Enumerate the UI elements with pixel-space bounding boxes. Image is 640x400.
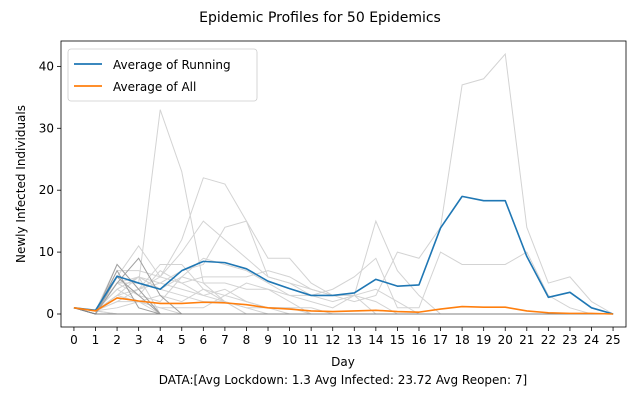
x-tick-label: 3	[135, 333, 143, 347]
legend-box	[67, 48, 258, 102]
x-tick-label: 8	[243, 333, 251, 347]
x-tick-label: 5	[178, 333, 186, 347]
average-lines	[73, 195, 614, 315]
x-tick-label: 7	[221, 333, 229, 347]
y-tick-label: 40	[39, 59, 54, 73]
data-summary-footer: DATA:[Avg Lockdown: 1.3 Avg Infected: 23…	[159, 373, 527, 387]
y-tick-label: 30	[39, 121, 54, 135]
x-tick-label: 9	[264, 333, 272, 347]
y-tick-label: 10	[39, 245, 54, 259]
legend-label-average-of-running: Average of Running	[113, 58, 231, 72]
x-tick-label: 1	[92, 333, 100, 347]
x-tick-label: 18	[454, 333, 469, 347]
x-axis-label: Day	[331, 355, 355, 369]
x-tick-label: 10	[282, 333, 297, 347]
y-axis-ticks: 0 10 20 30 40	[39, 59, 61, 321]
x-tick-label: 2	[113, 333, 121, 347]
x-tick-label: 12	[325, 333, 340, 347]
background-epidemic-lines	[73, 52, 614, 315]
x-tick-label: 4	[156, 333, 164, 347]
x-tick-label: 14	[368, 333, 383, 347]
y-tick-label: 0	[46, 307, 54, 321]
background-line-23	[73, 307, 614, 315]
x-tick-label: 19	[476, 333, 491, 347]
x-tick-label: 21	[519, 333, 534, 347]
x-tick-label: 25	[605, 333, 620, 347]
x-tick-label: 13	[347, 333, 362, 347]
background-line-4	[73, 52, 614, 315]
legend: Average of Running Average of All	[67, 48, 258, 102]
x-axis-ticks: 0 1 2 3 4 5 6 7 8 9 10 11 12 13 14 15 16 17 18 19 20 21 22 23 24…	[70, 327, 621, 347]
series-line-average-of-all	[73, 297, 614, 315]
x-tick-label: 6	[200, 333, 208, 347]
x-tick-label: 24	[584, 333, 599, 347]
series-line-average-of-running	[73, 195, 614, 315]
y-axis-label: Newly Infected Individuals	[14, 105, 28, 263]
x-tick-label: 20	[498, 333, 513, 347]
x-tick-label: 23	[562, 333, 577, 347]
y-tick-label: 20	[39, 183, 54, 197]
x-tick-label: 16	[411, 333, 426, 347]
x-tick-label: 15	[390, 333, 405, 347]
x-tick-label: 22	[541, 333, 556, 347]
x-tick-label: 11	[304, 333, 319, 347]
plot-frame	[60, 40, 627, 328]
legend-label-average-of-all: Average of All	[113, 80, 196, 94]
x-tick-label: 17	[433, 333, 448, 347]
chart-title: Epidemic Profiles for 50 Epidemics	[199, 10, 441, 26]
x-tick-label: 0	[70, 333, 78, 347]
